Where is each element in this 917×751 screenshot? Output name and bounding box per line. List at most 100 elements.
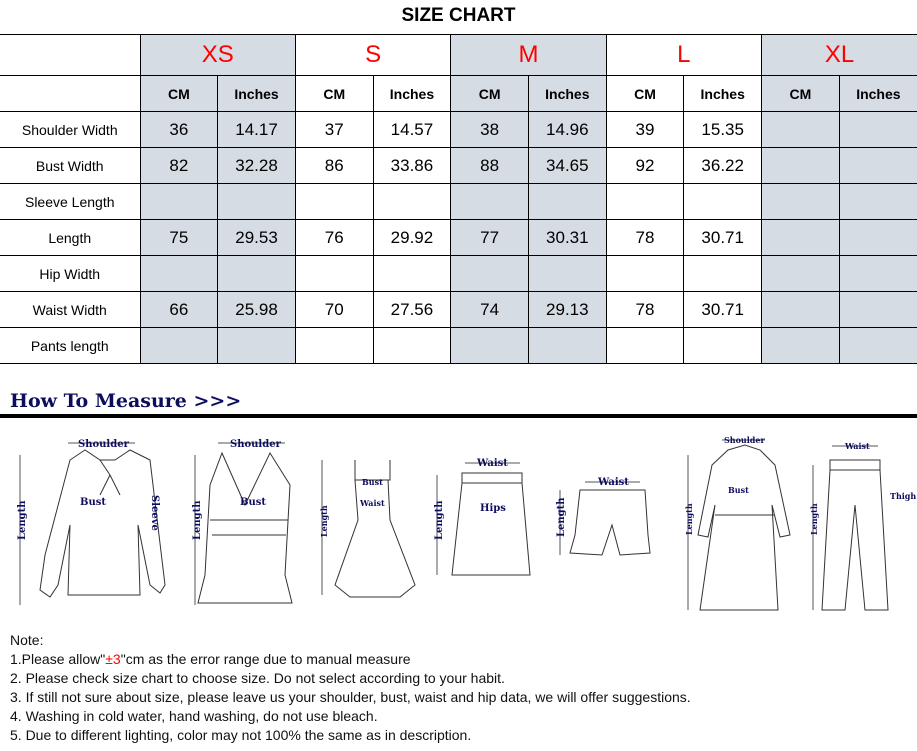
note-4: 4. Washing in cold water, hand washing, … [10, 708, 378, 724]
unit-header: CM [450, 75, 529, 112]
table-row: Bust Width 82 32.28 86 33.86 88 34.65 92 36.22 [0, 147, 917, 184]
measurement-cell [450, 183, 529, 220]
note-5: 5. Due to different lighting, color may … [10, 727, 472, 743]
measurement-cell: 37 [294, 111, 374, 148]
measurement-cell: 34.65 [527, 147, 607, 184]
measurement-cell [605, 327, 685, 364]
measurement-cell [294, 183, 374, 220]
label-thigh: Thigh [890, 491, 916, 501]
label-length: Length [319, 505, 329, 537]
unit-header: Inches [372, 75, 452, 112]
measurement-cell [294, 255, 374, 292]
unit-header-row: CM Inches CM Inches CM Inches CM Inches CM Inches [0, 75, 917, 112]
measurement-cell: 75 [139, 219, 219, 256]
dress-illustration [334, 460, 416, 598]
measurement-cell [761, 219, 840, 256]
label-waist: Waist [844, 441, 870, 451]
skirt-illustration [451, 472, 531, 576]
measurement-cell: 78 [605, 291, 685, 328]
measurement-cell: 78 [605, 219, 685, 256]
table-row: Sleeve Length [0, 183, 917, 220]
blouse-illustration [39, 449, 166, 598]
label-waist: Waist [476, 458, 508, 469]
label-waist: Waist [359, 498, 385, 508]
measurement-cell [372, 183, 452, 220]
measurement-cell [838, 291, 917, 328]
size-chart-table: XS S M L XL CM Inches CM Inches CM Inches CM Inches C… [0, 34, 917, 364]
row-label: Shoulder Width [0, 111, 141, 148]
note-2: 2. Please check size chart to choose siz… [10, 670, 505, 686]
note-1-text-end: "cm as the error range due to manual mea… [120, 651, 411, 667]
measurement-cell: 30.71 [683, 291, 763, 328]
measurement-cell [683, 183, 763, 220]
row-label: Length [0, 219, 141, 256]
corner-cell [0, 34, 141, 76]
measurement-cell [761, 147, 840, 184]
table-row: Hip Width [0, 255, 917, 292]
measurement-cell [527, 255, 607, 292]
table-row: Shoulder Width 36 14.17 37 14.57 38 14.96 39 15.… [0, 111, 917, 148]
measurement-cell [761, 111, 840, 148]
measurement-illustrations: Shoulder Bust Sleeve Length Shoulder Bus… [17, 435, 916, 611]
measurement-cell [605, 183, 685, 220]
measurement-cell [139, 255, 219, 292]
page-title: SIZE CHART [401, 5, 516, 26]
note-1-tolerance: ±3 [105, 651, 121, 667]
measurement-cell: 74 [450, 291, 529, 328]
unit-header: Inches [527, 75, 607, 112]
measurement-cell: 30.71 [683, 219, 763, 256]
measurement-cell [372, 255, 452, 292]
measurement-cell [139, 327, 219, 364]
label-sleeve: Sleeve [149, 495, 160, 531]
shorts-illustration [569, 489, 651, 556]
label-length: Length [17, 500, 28, 540]
measurement-cell: 38 [450, 111, 529, 148]
measurement-cell [683, 255, 763, 292]
measurement-cell [139, 183, 219, 220]
measurement-cell [761, 291, 840, 328]
label-length: Length [192, 500, 203, 540]
measurement-cell [761, 183, 840, 220]
row-label: Hip Width [0, 255, 141, 292]
measurement-cell [605, 255, 685, 292]
measurement-cell [217, 183, 296, 220]
measurement-cell [294, 327, 374, 364]
measurement-cell: 88 [450, 147, 529, 184]
measurement-cell [217, 327, 296, 364]
divider [0, 414, 917, 418]
unit-header: Inches [683, 75, 763, 112]
label-waist: Waist [597, 477, 629, 488]
measurement-cell: 29.92 [372, 219, 452, 256]
measurement-cell: 92 [605, 147, 685, 184]
label-shoulder: Shoulder [724, 435, 765, 445]
notes: Note: 1.Please allow"±3"cm as the error … [10, 631, 691, 745]
label-hips: Hips [480, 503, 506, 514]
note-1-text: 1.Please allow" [10, 651, 106, 667]
unit-header: Inches [838, 75, 917, 112]
size-header: S [294, 34, 452, 76]
measurement-cell: 77 [450, 219, 529, 256]
measurement-cell [683, 327, 763, 364]
measurement-cell: 76 [294, 219, 374, 256]
measurement-cell: 27.56 [372, 291, 452, 328]
table-row: Pants length [0, 327, 917, 364]
measurement-cell [838, 183, 917, 220]
measurement-cell: 29.13 [527, 291, 607, 328]
measurement-cell: 25.98 [217, 291, 296, 328]
measurement-cell [372, 327, 452, 364]
notes-heading: Note: [10, 632, 44, 648]
measurement-cell [761, 327, 840, 364]
measurement-cell: 15.35 [683, 111, 763, 148]
row-label: Sleeve Length [0, 183, 141, 220]
label-shoulder: Shoulder [230, 439, 282, 450]
measurement-cell [450, 327, 529, 364]
label-length: Length [809, 503, 819, 535]
measurement-cell [527, 183, 607, 220]
label-bust: Bust [80, 497, 106, 508]
tank-illustration [197, 451, 293, 604]
coat-illustration [697, 444, 791, 611]
table-row: Waist Width 66 25.98 70 27.56 74 29.13 78 30.71 [0, 291, 917, 328]
size-header: XS [139, 34, 296, 76]
row-label: Bust Width [0, 147, 141, 184]
measurement-cell: 66 [139, 291, 219, 328]
